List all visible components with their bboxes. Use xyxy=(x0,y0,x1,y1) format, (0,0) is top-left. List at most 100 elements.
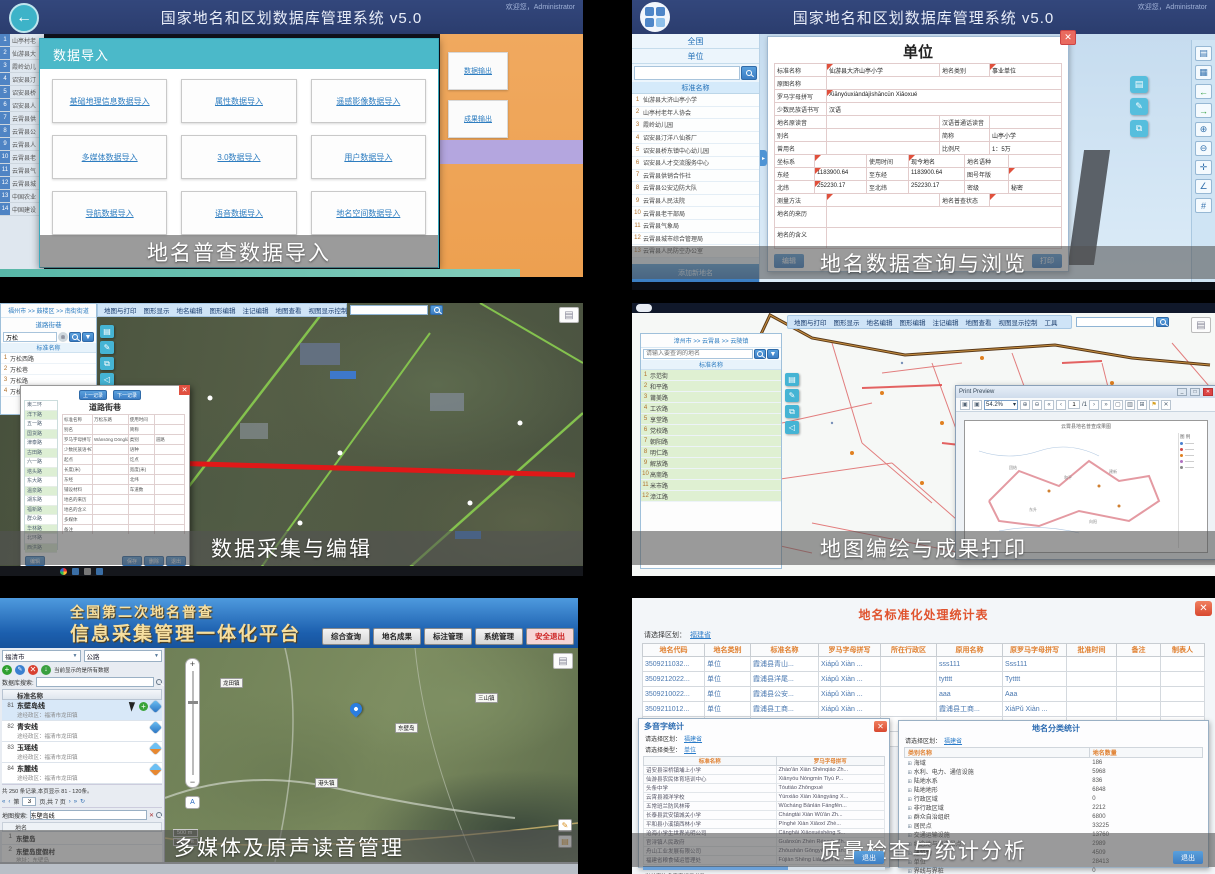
field-value[interactable]: 现今地名 xyxy=(909,155,965,167)
field-value[interactable] xyxy=(827,77,1062,89)
layers-icon[interactable]: ▤ xyxy=(1191,317,1211,333)
column-header[interactable]: 类别名称 xyxy=(904,747,1090,758)
list-item[interactable]: 津泰路 xyxy=(25,439,57,449)
field-value[interactable] xyxy=(93,515,129,524)
tag-icon[interactable]: ✎ xyxy=(1130,98,1148,115)
field-value[interactable]: 252230.17 xyxy=(909,181,965,193)
table-row[interactable]: 11 云霄县气 xyxy=(0,164,44,177)
form-icon[interactable]: ▤ xyxy=(100,325,114,338)
field-value[interactable]: 万松东路 xyxy=(93,415,129,424)
tag-icon[interactable]: ✎ xyxy=(785,389,799,402)
road-list-item[interactable]: 2 和平路 xyxy=(641,381,781,392)
flag-icon[interactable]: ⚑ xyxy=(1149,399,1160,410)
logout-button[interactable]: 安全退出 xyxy=(526,628,574,645)
field-value[interactable]: Xiānyóuxiàndàjìshāncūn Xiǎoxué xyxy=(827,90,1062,102)
field-value[interactable]: 1：5万 xyxy=(990,142,1062,154)
list-item[interactable]: 東二环 xyxy=(25,401,57,411)
table-row[interactable]: 8 云霄县公 xyxy=(0,125,44,138)
prev-record-button[interactable]: 上一记录 xyxy=(79,390,108,400)
road-list-item[interactable]: 5 享堂路 xyxy=(641,414,781,425)
field-value[interactable] xyxy=(93,455,129,464)
region-link[interactable]: 福建省 xyxy=(690,632,711,639)
download-icon[interactable]: ↓ xyxy=(41,665,51,675)
field-value[interactable] xyxy=(93,485,129,494)
table-row[interactable]: 14 中国建设 xyxy=(0,203,44,216)
list-item[interactable]: 9 云霄县人民法院 xyxy=(632,194,759,208)
field-value[interactable]: 山亭小学 xyxy=(990,129,1062,141)
road-list-item[interactable]: 12 漳江路 xyxy=(641,491,781,502)
label-toggle-button[interactable]: A xyxy=(185,796,200,809)
field-value[interactable]: 1183900.64 xyxy=(815,168,867,180)
next-record-button[interactable]: 下一记录 xyxy=(113,390,142,400)
list-item[interactable]: 1 仙游县大济山亭小学 xyxy=(632,94,759,107)
form-icon[interactable]: ▤ xyxy=(785,373,799,386)
field-value[interactable] xyxy=(1009,168,1062,180)
single-page-icon[interactable]: ▢ xyxy=(1113,399,1124,410)
map-search-input[interactable] xyxy=(350,305,428,315)
list-item[interactable]: 湖东路 xyxy=(25,496,57,506)
media-icon[interactable]: ⧉ xyxy=(100,357,114,370)
road-record[interactable]: 83 玉瑶线 途经政区：福清市龙田镇 xyxy=(2,741,162,763)
column-header[interactable]: 原用名称 xyxy=(936,643,1003,657)
list-item[interactable]: 2 山亭村老年人协会 xyxy=(632,106,759,120)
column-header[interactable]: 地名代码 xyxy=(642,643,705,657)
import-button[interactable]: 属性数据导入 xyxy=(181,79,297,123)
breadcrumb[interactable]: 福州市 >> 鼓楼区 >> 南街街道 xyxy=(1,304,96,318)
close-icon[interactable]: ✕ xyxy=(874,721,887,732)
field-value[interactable] xyxy=(827,228,1062,248)
app-logo-icon[interactable] xyxy=(640,2,670,32)
column-header[interactable]: 罗马字母拼写 xyxy=(818,643,881,657)
sidebar-collapse-handle[interactable]: ▸ xyxy=(760,150,767,166)
list-item[interactable]: 6 诏安县人才交流服务中心 xyxy=(632,156,759,170)
horizontal-scrollbar[interactable] xyxy=(643,866,885,870)
map-icon[interactable]: ▦ xyxy=(1195,65,1212,80)
export-card[interactable]: 成果输出 xyxy=(448,100,508,138)
field-value[interactable] xyxy=(155,465,185,474)
menu-item[interactable]: 地名编辑 xyxy=(176,308,203,315)
field-value[interactable] xyxy=(93,495,129,504)
table-row[interactable]: 云霄县湘洋学校 Yúnxiāo Xiàn Xiāngyáng X... xyxy=(643,792,886,802)
field-value[interactable] xyxy=(93,425,129,434)
table-row[interactable]: 3 霞岭幼儿 xyxy=(0,60,44,73)
filter-button[interactable]: ▼ xyxy=(82,332,94,342)
list-item[interactable]: 群众路 xyxy=(25,515,57,525)
field-value[interactable] xyxy=(155,415,185,424)
zoom-out-icon[interactable]: ⊖ xyxy=(1032,399,1042,410)
list-item[interactable]: 12 云霄县城市综合管理局 xyxy=(632,232,759,246)
delete-icon[interactable]: ✕ xyxy=(28,665,38,675)
table-row[interactable]: 1 山亭村老 xyxy=(0,34,44,47)
field-value[interactable] xyxy=(990,116,1062,128)
measure-icon[interactable]: ∠ xyxy=(1195,179,1212,194)
import-button[interactable]: 多媒体数据导入 xyxy=(52,135,168,179)
field-value[interactable] xyxy=(827,194,940,206)
menu-button[interactable]: 系统管理 xyxy=(475,628,523,645)
column-header[interactable]: 备注 xyxy=(1116,643,1161,657)
category-row[interactable]: ⊞ 界线与界桩 0 xyxy=(907,867,1096,874)
road-list-item[interactable]: 4 工农路 xyxy=(641,403,781,414)
table-row[interactable]: 3509211032... 单位 霞浦县青山... Xiápǔ Xiàn ... sss… xyxy=(642,656,1205,672)
expand-icon[interactable]: ⊞ xyxy=(907,761,912,767)
field-value[interactable] xyxy=(155,495,185,504)
form-view-icon[interactable]: ▤ xyxy=(1130,76,1148,93)
menu-button[interactable]: 综合查询 xyxy=(322,628,370,645)
field-value[interactable] xyxy=(93,445,129,454)
import-button[interactable]: 遥感影像数据导入 xyxy=(310,79,426,123)
prev-arrow-icon[interactable]: ← xyxy=(1195,84,1212,99)
tag-icon[interactable]: ✎ xyxy=(100,341,114,354)
clear-icon[interactable]: ⊗ xyxy=(58,332,68,342)
field-value[interactable] xyxy=(93,465,129,474)
export-card[interactable]: 数据输出 xyxy=(448,52,508,90)
field-value[interactable]: 汉语 xyxy=(827,103,1062,115)
sidebar-search-input[interactable] xyxy=(634,66,740,80)
field-value[interactable] xyxy=(155,525,185,534)
map-search-button[interactable] xyxy=(1156,317,1169,327)
prev-page-icon[interactable]: ‹ xyxy=(1056,399,1066,410)
page-input[interactable] xyxy=(22,797,37,806)
category-row[interactable]: ⊞ 群众自治组织 6800 xyxy=(907,813,1106,822)
column-header[interactable]: 批准时间 xyxy=(1066,643,1117,657)
expand-icon[interactable]: ⊞ xyxy=(907,788,912,794)
table-row[interactable]: 13 中国农业 xyxy=(0,190,44,203)
road-list-item[interactable]: 9 解放路 xyxy=(641,458,781,469)
list-item[interactable]: 五一路 xyxy=(25,420,57,430)
fit-width-icon[interactable]: ▣ xyxy=(972,399,982,410)
